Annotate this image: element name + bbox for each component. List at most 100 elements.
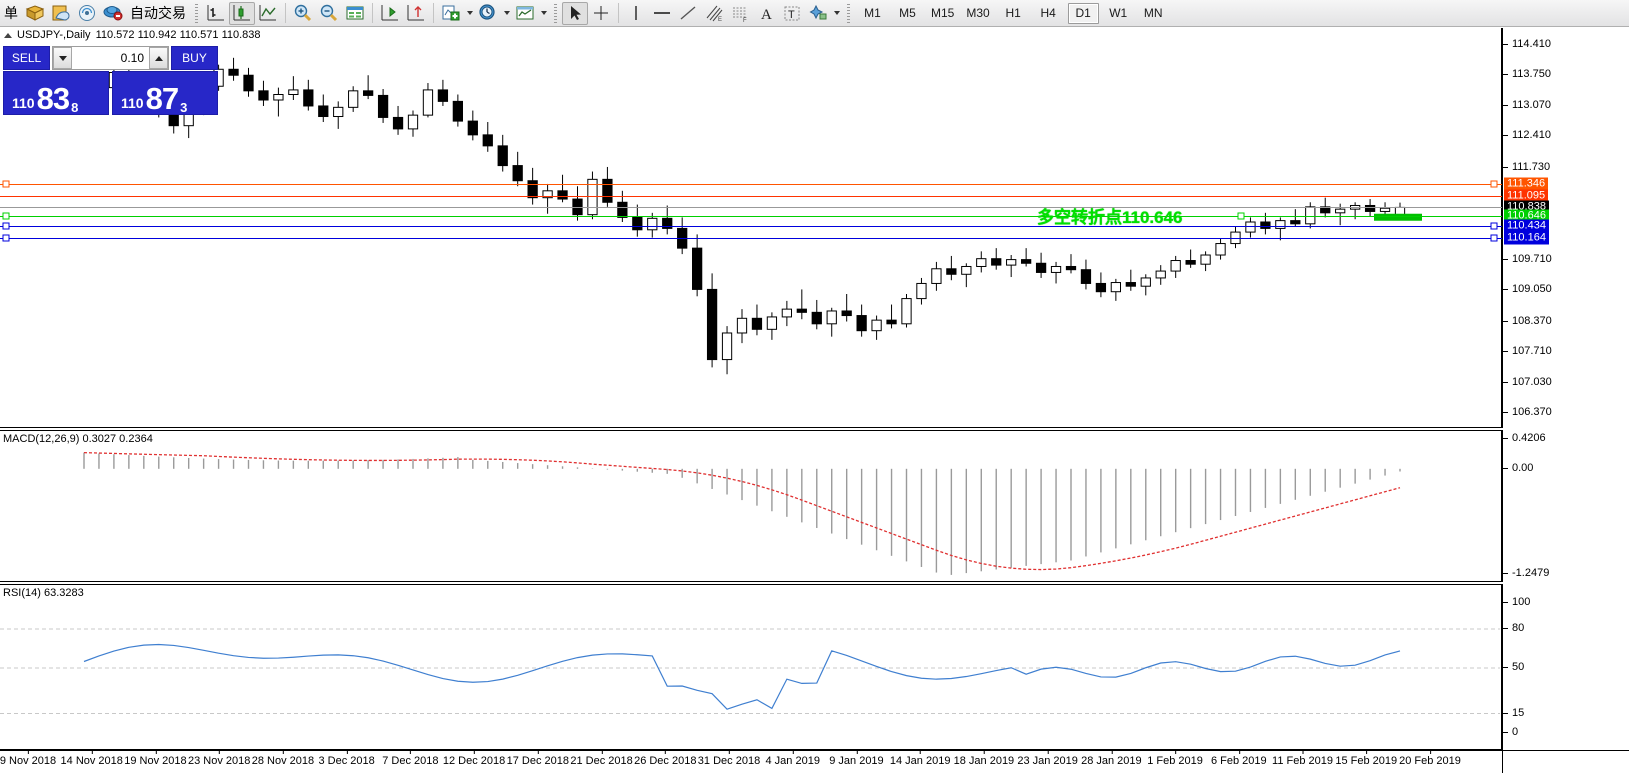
level-handle-111-346[interactable] [1490,180,1498,188]
level-line-110-434[interactable] [0,225,1502,227]
indicators-icon[interactable] [438,2,464,25]
trade-panel-prices-row: 110 83 8 110 87 3 [3,71,218,115]
level-handle-110-164[interactable] [1490,234,1498,242]
level-handle-left-110-164[interactable] [2,234,10,242]
time-tick: 19 Nov 2018 [124,750,187,767]
svg-text:A: A [761,7,772,23]
equidistant-channel-icon[interactable]: E [701,2,727,25]
toolbar-left-label: 单 [4,5,18,21]
time-tick: 21 Dec 2018 [570,750,633,767]
templates-dropdown-caret[interactable] [538,2,549,25]
time-tick: 23 Jan 2019 [1017,750,1078,767]
level-handle-left-110-646[interactable] [2,212,10,220]
timeframe-m15[interactable]: M15 [931,6,955,20]
shapes-dropdown-caret[interactable] [831,2,842,25]
fibonacci-icon[interactable]: F [727,2,753,25]
toolbar-grip[interactable] [193,3,200,23]
level-line-111-095[interactable] [0,195,1502,197]
level-line-111-346[interactable] [0,184,1502,186]
zoom-out-icon[interactable] [316,2,342,25]
symbol-label: USDJPY-,Daily [17,29,91,41]
timeframe-m5[interactable]: M5 [899,6,916,20]
price-badge-110-434: 110.434 [1504,219,1549,233]
shapes-icon[interactable] [805,2,831,25]
sell-button[interactable]: SELL [3,46,50,70]
text-icon[interactable]: A [753,2,779,25]
periods-dropdown-caret[interactable] [501,2,512,25]
sell-price-display[interactable]: 110 83 8 [3,71,109,115]
price-chart-pane[interactable] [0,28,1502,428]
rsi-tick-80: 80 [1503,622,1524,634]
price-badge-111-346: 111.346 [1504,177,1549,191]
time-tick: 11 Feb 2019 [1272,750,1334,767]
time-tick: 28 Jan 2019 [1081,750,1142,767]
text-label-icon[interactable]: T [779,2,805,25]
market-watch-icon[interactable] [48,2,74,25]
level-line-110-164[interactable] [0,238,1502,240]
timeframe-d1[interactable]: D1 [1067,2,1099,24]
templates-icon[interactable] [512,2,538,25]
expert-advisor-icon[interactable] [22,2,48,25]
price-badge-110-164: 110.164 [1504,231,1549,245]
one-click-trading-panel[interactable]: SELL 0.10 BUY 110 83 8 110 87 3 [3,46,218,115]
sell-price-fraction: 8 [71,100,79,115]
trendline-icon[interactable] [675,2,701,25]
horizontal-line-icon[interactable] [649,2,675,25]
timeframe-w1[interactable]: W1 [1109,6,1128,20]
price-tick-107-710: 107.710 [1503,345,1552,357]
data-window-icon[interactable] [342,2,368,25]
buy-button[interactable]: BUY [171,46,218,70]
timeframe-m30[interactable]: M30 [966,6,990,20]
level-line-110-646[interactable] [0,216,1502,218]
chart-shift-icon[interactable] [377,2,403,25]
time-tick: 31 Dec 2018 [697,750,761,767]
cursor-icon[interactable] [562,1,588,25]
vertical-line-icon[interactable] [623,2,649,25]
timeframe-m1[interactable]: M1 [864,6,881,20]
rsi-tick-50: 50 [1503,661,1524,673]
price-tick-112-410: 112.410 [1503,129,1551,141]
level-handle-left-110-434[interactable] [2,222,10,230]
collapse-triangle-icon[interactable] [4,32,12,38]
level-handle-110-646[interactable] [1237,212,1245,220]
macd-axis[interactable]: 0.4206 0.00 -1.2479 [1502,430,1629,582]
time-tick: 9 Nov 2018 [0,750,57,767]
volume-stepper[interactable]: 0.10 [52,46,169,70]
toolbar-grip-2[interactable] [552,3,559,23]
bar-chart-icon[interactable] [203,2,229,25]
autotrading-label[interactable]: 自动交易 [130,5,186,21]
time-axis[interactable]: 9 Nov 2018 14 Nov 2018 19 Nov 2018 23 Nov 2… [0,750,1502,773]
autotrading-icon[interactable] [100,2,126,25]
volume-value[interactable]: 0.10 [72,47,149,69]
buy-price-display[interactable]: 110 87 3 [112,71,218,115]
macd-indicator-pane[interactable]: MACD(12,26,9) 0.3027 0.2364 [0,430,1502,582]
time-tick: 28 Nov 2018 [251,750,315,767]
level-handle-110-434[interactable] [1490,222,1498,230]
price-tick-114-410: 114.410 [1503,38,1551,50]
sell-price-prefix: 110 [12,95,35,111]
time-tick: 14 Jan 2019 [889,750,951,767]
toolbar-grip-3[interactable] [845,3,852,23]
price-tick-111-730: 111.730 [1503,161,1550,173]
candlestick-chart-icon[interactable] [229,1,255,25]
crosshair-icon[interactable] [588,2,614,25]
zoom-in-icon[interactable] [290,2,316,25]
volume-decrease-button[interactable] [53,47,72,69]
timeframe-h4[interactable]: H4 [1040,6,1056,20]
rsi-indicator-pane[interactable]: RSI(14) 63.3283 [0,584,1502,750]
symbol-bar: USDJPY-,Daily 110.572 110.942 110.571 11… [0,28,1500,42]
rsi-axis[interactable]: 100 80 50 15 0 [1502,584,1629,750]
periods-icon[interactable] [475,2,501,25]
signals-icon[interactable] [74,2,100,25]
line-chart-icon[interactable] [255,2,281,25]
chart-annotation-text[interactable]: 多空转折点110.646 [1037,208,1183,228]
time-tick: 23 Nov 2018 [187,750,251,767]
level-handle-left-111-346[interactable] [2,180,10,188]
timeframe-mn[interactable]: MN [1143,6,1163,20]
auto-scroll-icon[interactable] [403,2,429,25]
price-axis[interactable]: 114.410 113.750 113.070 112.410 111.730 109.7… [1502,28,1629,428]
level-line-110-838[interactable] [0,207,1502,209]
indicators-dropdown-caret[interactable] [464,2,475,25]
timeframe-h1[interactable]: H1 [1005,6,1021,20]
volume-increase-button[interactable] [149,47,168,69]
